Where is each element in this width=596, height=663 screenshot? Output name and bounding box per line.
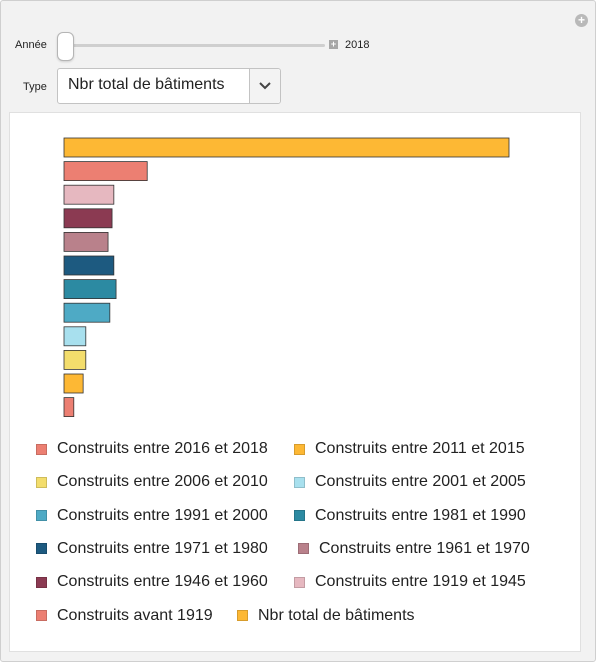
legend-label: Construits entre 1981 et 1990: [315, 506, 526, 524]
legend-swatch: [36, 543, 47, 555]
legend-swatch: [36, 510, 47, 522]
chevron-down-icon: [259, 82, 271, 90]
legend-item[interactable]: Construits entre 1981 et 1990: [294, 507, 526, 525]
bar-10[interactable]: [63, 349, 87, 370]
legend-label: Construits entre 2006 et 2010: [57, 473, 268, 491]
type-label: Type: [23, 81, 47, 93]
bar-6[interactable]: [63, 255, 115, 276]
legend-item[interactable]: Construits entre 2001 et 2005: [294, 473, 526, 491]
chart-area: Construits entre 2016 et 2018 Construits …: [9, 112, 581, 652]
legend-item[interactable]: Construits entre 2011 et 2015: [294, 440, 525, 458]
bar-3[interactable]: [63, 184, 115, 205]
legend-swatch: [237, 610, 248, 621]
bar-1[interactable]: [63, 137, 510, 158]
year-slider-thumb[interactable]: [57, 32, 74, 61]
legend-swatch: [294, 443, 305, 455]
legend-swatch: [36, 476, 47, 488]
type-select-value: Nbr total de bâtiments: [68, 76, 225, 93]
legend-swatch: [294, 476, 305, 488]
legend-swatch: [294, 510, 305, 522]
legend-item[interactable]: Construits entre 2016 et 2018: [36, 440, 268, 458]
bar-chart: [63, 137, 510, 418]
legend-swatch: [36, 610, 47, 621]
year-value: 2018: [345, 39, 370, 51]
bar-11[interactable]: [63, 373, 84, 394]
year-slider-track[interactable]: [63, 44, 325, 47]
expand-slider-icon[interactable]: +: [329, 39, 338, 49]
legend-swatch: [294, 576, 305, 588]
legend-label: Construits entre 2001 et 2005: [315, 473, 526, 491]
add-icon[interactable]: +: [575, 14, 588, 27]
legend-label: Construits entre 1991 et 2000: [57, 506, 268, 524]
bar-5[interactable]: [63, 232, 109, 252]
legend-label: Construits entre 1946 et 1960: [57, 573, 268, 591]
legend-item[interactable]: Construits entre 1991 et 2000: [36, 507, 268, 525]
legend-label: Construits entre 2011 et 2015: [315, 440, 525, 457]
legend-item[interactable]: Construits entre 1946 et 1960: [36, 573, 268, 591]
type-select[interactable]: Nbr total de bâtiments: [57, 68, 281, 104]
legend-item[interactable]: Construits entre 2006 et 2010: [36, 473, 268, 491]
legend-label: Construits entre 1971 et 1980: [57, 539, 268, 557]
legend-swatch: [298, 543, 309, 555]
bar-9[interactable]: [63, 326, 87, 347]
legend-item[interactable]: Construits entre 1971 et 1980: [36, 540, 268, 558]
legend-label: Construits avant 1919: [57, 606, 213, 624]
legend-item[interactable]: Construits entre 1961 et 1970: [298, 540, 530, 558]
type-select-button[interactable]: [249, 69, 280, 103]
legend-label: Construits entre 1961 et 1970: [319, 539, 530, 557]
legend-label: Nbr total de bâtiments: [258, 606, 415, 624]
legend-label: Construits entre 2016 et 2018: [57, 440, 268, 457]
bar-2[interactable]: [63, 161, 148, 181]
bar-4[interactable]: [63, 208, 113, 229]
bar-7[interactable]: [63, 279, 117, 300]
year-label: Année: [15, 39, 47, 51]
legend-swatch: [36, 443, 47, 455]
legend-item[interactable]: Nbr total de bâtiments: [237, 607, 415, 625]
legend-swatch: [36, 576, 47, 588]
legend-label: Construits entre 1919 et 1945: [315, 573, 526, 591]
legend-item[interactable]: Construits avant 1919: [36, 607, 213, 625]
bar-12[interactable]: [63, 397, 75, 418]
bar-8[interactable]: [63, 302, 111, 323]
legend-item[interactable]: Construits entre 1919 et 1945: [294, 573, 526, 591]
